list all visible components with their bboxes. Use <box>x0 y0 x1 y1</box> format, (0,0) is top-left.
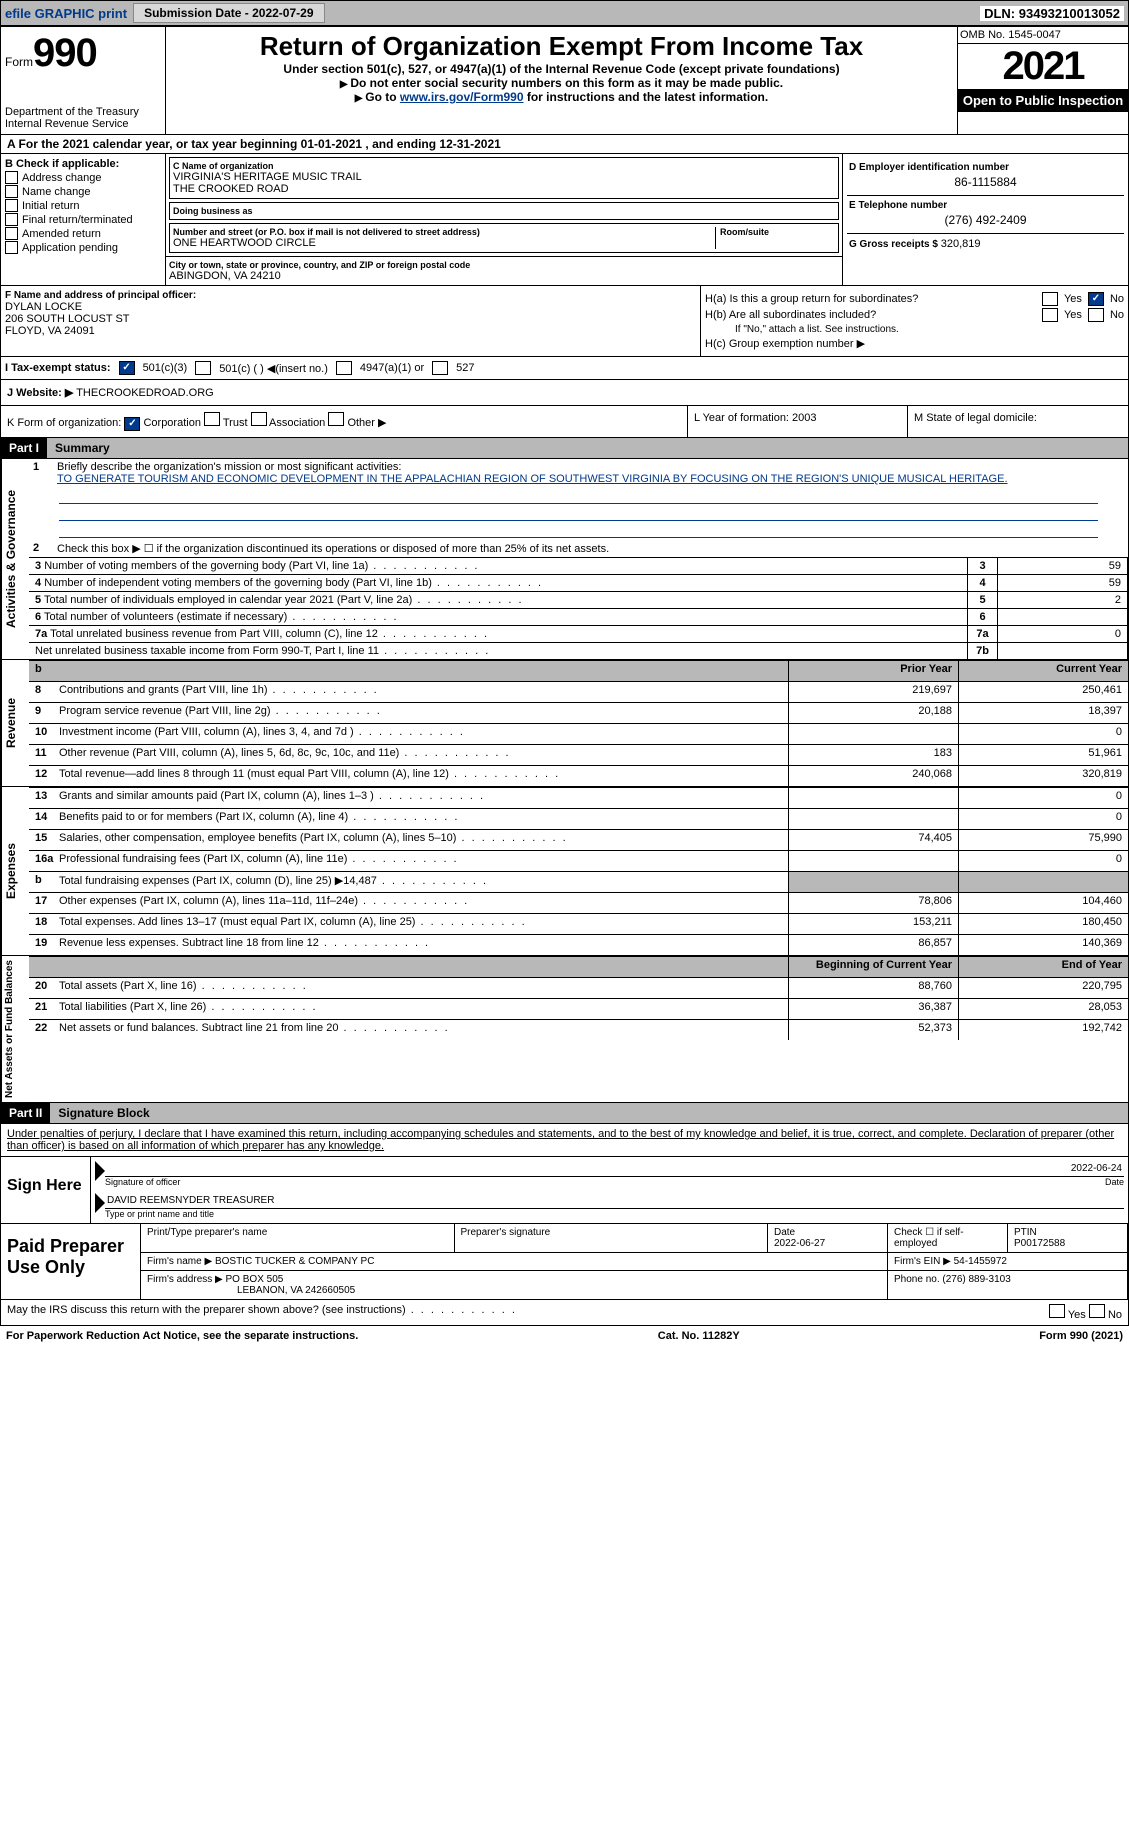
status-501c3[interactable]: ✓ <box>119 361 135 375</box>
prep-date: 2022-06-27 <box>774 1238 881 1249</box>
form-subtitle: Under section 501(c), 527, or 4947(a)(1)… <box>170 62 953 76</box>
row-l-year: L Year of formation: 2003 <box>688 406 908 437</box>
cat-no: Cat. No. 11282Y <box>658 1330 740 1342</box>
section-expenses: Expenses <box>1 787 29 955</box>
dln: DLN: 93493210013052 <box>980 6 1124 21</box>
row-j-website: J Website: ▶ THECROOKEDROAD.ORG <box>0 380 1129 406</box>
street-address: ONE HEARTWOOD CIRCLE <box>173 237 715 249</box>
website-url: THECROOKEDROAD.ORG <box>76 387 214 399</box>
checkbox[interactable] <box>5 185 18 198</box>
sign-arrow-icon <box>95 1193 105 1213</box>
col-b-check: B Check if applicable: Address changeNam… <box>1 154 166 285</box>
mission-text: TO GENERATE TOURISM AND ECONOMIC DEVELOP… <box>57 473 1008 485</box>
open-to-public: Open to Public Inspection <box>958 89 1128 112</box>
section-revenue: Revenue <box>1 660 29 786</box>
tax-year: 2021 <box>958 44 1128 89</box>
gross-receipts: 320,819 <box>941 238 981 250</box>
col-c-name: C Name of organization VIRGINIA'S HERITA… <box>166 154 843 285</box>
form-header: Form990 Department of the Treasury Inter… <box>0 26 1129 135</box>
note-ssn: Do not enter social security numbers on … <box>170 76 953 90</box>
checkbox[interactable] <box>5 213 18 226</box>
hb-yes[interactable] <box>1042 308 1058 322</box>
hb-no[interactable] <box>1088 308 1104 322</box>
title-cell: Return of Organization Exempt From Incom… <box>166 27 958 134</box>
officer-signed-name: DAVID REEMSNYDER TREASURER <box>107 1195 274 1206</box>
section-activities: Activities & Governance <box>1 459 29 659</box>
officer-name: DYLAN LOCKE <box>5 301 696 313</box>
year-cell: OMB No. 1545-0047 2021 Open to Public In… <box>958 27 1128 134</box>
row-f-officer: F Name and address of principal officer:… <box>1 286 701 356</box>
row-h: H(a) Is this a group return for subordin… <box>701 286 1128 356</box>
efile-link[interactable]: efile GRAPHIC print <box>5 6 127 21</box>
firm-phone: (276) 889-3103 <box>942 1274 1010 1285</box>
submission-button[interactable]: Submission Date - 2022-07-29 <box>133 3 324 23</box>
firm-name: BOSTIC TUCKER & COMPANY PC <box>215 1256 374 1267</box>
ha-yes[interactable] <box>1042 292 1058 306</box>
dept-treasury: Department of the Treasury Internal Reve… <box>5 106 161 130</box>
sign-arrow-icon <box>95 1161 105 1181</box>
omb-number: OMB No. 1545-0047 <box>958 27 1128 44</box>
org-name-1: VIRGINIA'S HERITAGE MUSIC TRAIL <box>173 171 835 183</box>
form-id-cell: Form990 Department of the Treasury Inter… <box>1 27 166 134</box>
city-state-zip: ABINGDON, VA 24210 <box>169 270 839 282</box>
checkbox[interactable] <box>5 241 18 254</box>
topbar: efile GRAPHIC print Submission Date - 20… <box>0 0 1129 26</box>
col-d: D Employer identification number86-11158… <box>843 154 1128 285</box>
row-m-state: M State of legal domicile: <box>908 406 1128 437</box>
section-net-assets: Net Assets or Fund Balances <box>1 956 29 1102</box>
firm-ein: 54-1455972 <box>954 1256 1007 1267</box>
checkbox[interactable] <box>5 171 18 184</box>
form-number: 990 <box>33 31 97 75</box>
form-title: Return of Organization Exempt From Incom… <box>170 31 953 62</box>
note-goto: Go to www.irs.gov/Form990 for instructio… <box>170 90 953 104</box>
sign-date: 2022-06-24 <box>1071 1163 1122 1174</box>
pra-notice: For Paperwork Reduction Act Notice, see … <box>6 1330 358 1342</box>
penalty-statement: Under penalties of perjury, I declare th… <box>0 1124 1129 1157</box>
discuss-row: May the IRS discuss this return with the… <box>0 1300 1129 1326</box>
row-a-tax-year: A For the 2021 calendar year, or tax yea… <box>0 135 1129 154</box>
ein-value: 86-1115884 <box>849 173 1122 191</box>
part-1-header: Part I <box>1 438 47 458</box>
org-name-2: THE CROOKED ROAD <box>173 183 835 195</box>
form-footer: Form 990 (2021) <box>1039 1330 1123 1342</box>
sign-here-label: Sign Here <box>1 1157 91 1223</box>
telephone: (276) 492-2409 <box>849 211 1122 229</box>
ha-no[interactable]: ✓ <box>1088 292 1104 306</box>
paid-preparer-label: Paid Preparer Use Only <box>1 1224 141 1299</box>
row-k-form-org: K Form of organization: ✓ Corporation Tr… <box>1 406 688 437</box>
checkbox[interactable] <box>5 199 18 212</box>
part-2-header: Part II <box>1 1103 50 1123</box>
irs-link[interactable]: www.irs.gov/Form990 <box>400 90 524 104</box>
row-i-status: I Tax-exempt status: ✓501(c)(3) 501(c) (… <box>0 357 1129 380</box>
ptin: P00172588 <box>1014 1238 1121 1249</box>
checkbox[interactable] <box>5 227 18 240</box>
